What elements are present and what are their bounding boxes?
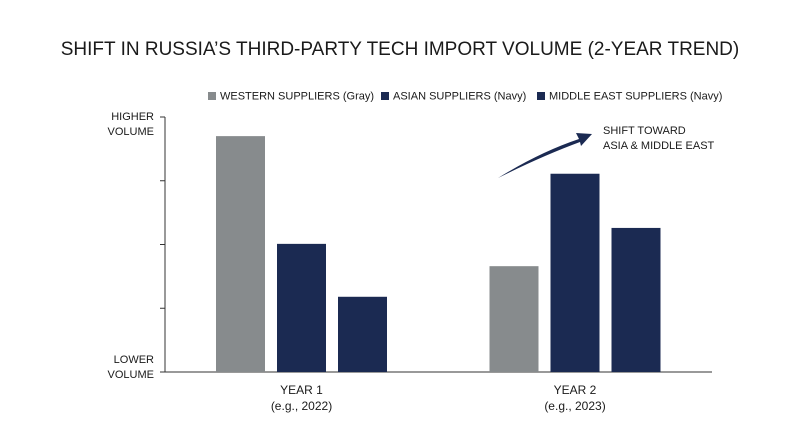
x-tick-note: (e.g., 2023)	[544, 399, 605, 413]
bar	[216, 136, 265, 372]
y-tick-label: HIGHER VOLUME	[108, 111, 155, 138]
annotation: SHIFT TOWARD	[603, 125, 686, 137]
y-tick-label-line: VOLUME	[108, 369, 154, 381]
x-tick-label: YEAR 2	[554, 383, 597, 397]
bar	[489, 266, 539, 372]
legend-swatch	[208, 92, 216, 100]
y-tick-label: LOWER VOLUME	[108, 354, 155, 381]
bar	[338, 296, 387, 372]
bar	[277, 243, 326, 372]
legend-label: MIDDLE EAST SUPPLIERS (Navy)	[549, 90, 722, 102]
legend-label: ASIAN SUPPLIERS (Navy)	[393, 90, 526, 102]
y-tick-label-line: LOWER	[114, 354, 154, 366]
bar	[550, 173, 600, 372]
annotation: ASIA & MIDDLE EAST	[603, 140, 715, 152]
y-tick-label-line: HIGHER	[111, 111, 154, 123]
chart-title: SHIFT IN RUSSIA’S THIRD-PARTY TECH IMPOR…	[61, 39, 739, 60]
bar	[611, 227, 661, 372]
y-tick-label-line: VOLUME	[108, 126, 154, 138]
x-tick-note: (e.g., 2022)	[271, 399, 332, 413]
legend-swatch	[381, 92, 389, 100]
x-tick-label: YEAR 1	[280, 383, 323, 397]
trend-arrow	[498, 133, 592, 178]
legend-label: WESTERN SUPPLIERS (Gray)	[220, 90, 374, 102]
legend-swatch	[537, 92, 545, 100]
